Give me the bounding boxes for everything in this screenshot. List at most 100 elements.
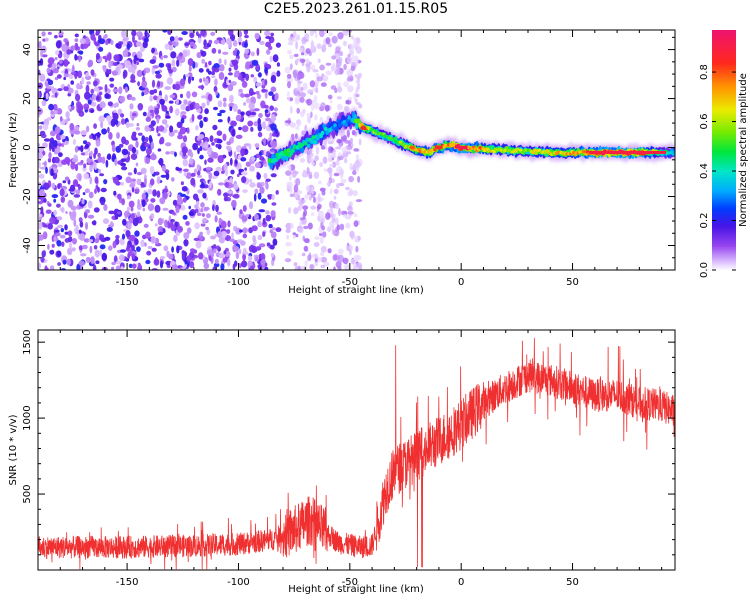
noise-speckle bbox=[197, 147, 200, 155]
noise-speckle bbox=[152, 189, 157, 197]
noise-speckle bbox=[64, 60, 69, 65]
noise-speckle bbox=[177, 225, 184, 233]
noise-speckle bbox=[347, 32, 350, 36]
noise-speckle bbox=[253, 193, 257, 202]
noise-speckle bbox=[149, 109, 154, 113]
noise-speckle bbox=[98, 46, 104, 52]
noise-speckle bbox=[113, 54, 120, 62]
noise-speckle bbox=[238, 126, 242, 131]
noise-speckle bbox=[263, 160, 267, 164]
spectrogram-frame bbox=[37, 29, 676, 271]
noise-speckle bbox=[83, 173, 89, 180]
noise-speckle bbox=[78, 173, 82, 182]
noise-speckle bbox=[296, 119, 302, 127]
noise-speckle bbox=[214, 78, 218, 86]
noise-speckle bbox=[157, 217, 163, 226]
noise-speckle bbox=[99, 101, 106, 109]
noise-speckle bbox=[333, 266, 336, 270]
noise-speckle bbox=[170, 51, 177, 59]
noise-speckle bbox=[287, 50, 292, 54]
noise-speckle bbox=[314, 155, 319, 162]
noise-speckle bbox=[49, 249, 55, 255]
colorbar-segment bbox=[712, 78, 736, 81]
ridge-blob bbox=[324, 126, 328, 132]
noise-speckle bbox=[230, 169, 235, 175]
colorbar-segment bbox=[712, 228, 736, 231]
noise-speckle bbox=[162, 105, 168, 112]
noise-speckle bbox=[218, 236, 225, 244]
noise-speckle bbox=[114, 214, 119, 220]
noise-speckle bbox=[272, 238, 278, 246]
colorbar-segment bbox=[712, 174, 736, 177]
colorbar-segment bbox=[712, 38, 736, 41]
noise-speckle bbox=[255, 82, 262, 87]
noise-speckle bbox=[137, 81, 141, 87]
noise-speckle bbox=[193, 237, 200, 241]
noise-speckle bbox=[217, 138, 221, 143]
noise-speckle bbox=[83, 238, 90, 243]
noise-speckle bbox=[341, 146, 348, 153]
noise-speckle bbox=[355, 46, 362, 54]
colorbar-segment bbox=[712, 86, 736, 89]
noise-speckle bbox=[104, 236, 111, 241]
noise-speckle bbox=[320, 102, 326, 110]
noise-speckle bbox=[84, 188, 91, 193]
noise-speckle bbox=[179, 52, 183, 57]
noise-speckle bbox=[270, 86, 277, 93]
noise-speckle bbox=[196, 164, 201, 170]
noise-speckle bbox=[264, 262, 268, 267]
noise-speckle bbox=[93, 245, 98, 250]
ridge-blob bbox=[316, 135, 320, 141]
noise-speckle bbox=[176, 121, 183, 128]
noise-speckle bbox=[147, 188, 153, 195]
ridge-blob bbox=[306, 143, 311, 149]
ridge-blob bbox=[305, 137, 309, 142]
noise-speckle bbox=[325, 212, 331, 220]
noise-speckle bbox=[182, 214, 188, 220]
colorbar-segment bbox=[712, 226, 736, 229]
noise-speckle bbox=[215, 204, 219, 213]
noise-speckle bbox=[182, 148, 187, 157]
colorbar-segment bbox=[712, 146, 736, 149]
noise-speckle bbox=[329, 170, 333, 179]
noise-speckle bbox=[239, 209, 243, 215]
noise-speckle bbox=[253, 213, 259, 221]
noise-speckle bbox=[355, 37, 361, 46]
noise-speckle bbox=[115, 145, 122, 153]
noise-speckle bbox=[197, 37, 202, 44]
noise-speckle bbox=[143, 69, 147, 75]
noise-speckle bbox=[221, 170, 225, 174]
noise-speckle bbox=[161, 119, 168, 125]
noise-speckle bbox=[147, 111, 151, 116]
noise-speckle bbox=[52, 147, 55, 152]
noise-speckle bbox=[117, 211, 121, 215]
noise-speckle bbox=[310, 64, 316, 71]
noise-speckle bbox=[293, 184, 299, 193]
noise-speckle bbox=[132, 218, 139, 227]
noise-speckle bbox=[55, 227, 59, 231]
noise-speckle bbox=[57, 262, 61, 266]
noise-speckle bbox=[301, 252, 306, 257]
colorbar-segment bbox=[712, 132, 736, 135]
noise-speckle bbox=[354, 74, 358, 78]
noise-speckle bbox=[56, 240, 62, 247]
noise-speckle bbox=[57, 74, 62, 79]
noise-speckle bbox=[157, 133, 161, 137]
noise-speckle bbox=[175, 205, 180, 214]
noise-speckle bbox=[353, 220, 359, 228]
noise-speckle bbox=[209, 135, 214, 143]
noise-speckle bbox=[295, 41, 298, 50]
noise-speckle bbox=[153, 258, 160, 266]
noise-speckle bbox=[161, 165, 166, 172]
noise-speckle bbox=[184, 42, 190, 47]
noise-speckle bbox=[299, 47, 304, 53]
snr-y-tick-label: 500 bbox=[22, 485, 33, 504]
noise-speckle bbox=[299, 111, 305, 117]
noise-speckle bbox=[327, 226, 332, 233]
noise-speckle bbox=[319, 30, 325, 38]
noise-speckle bbox=[191, 91, 198, 98]
noise-speckle bbox=[289, 193, 295, 198]
noise-speckle bbox=[226, 190, 234, 194]
noise-speckle bbox=[322, 231, 327, 238]
